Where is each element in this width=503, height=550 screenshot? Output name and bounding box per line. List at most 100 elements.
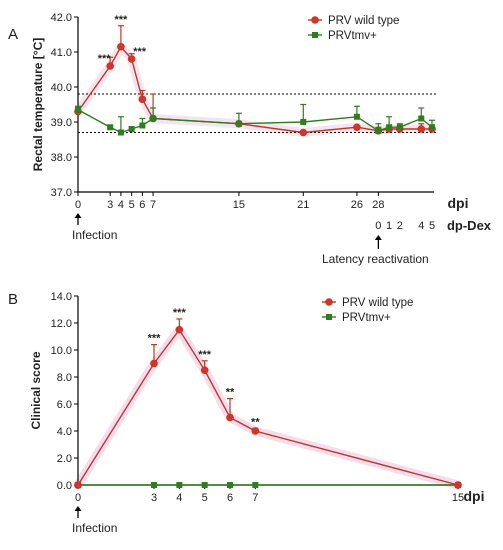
data-point bbox=[106, 62, 114, 70]
dex-tick-label: 1 bbox=[386, 220, 392, 232]
data-point bbox=[107, 124, 114, 131]
data-point bbox=[417, 125, 426, 133]
legend-label: PRV wild type bbox=[328, 15, 399, 27]
data-point bbox=[128, 126, 135, 132]
panel-letter: A bbox=[8, 26, 18, 43]
x-tick-label: 21 bbox=[297, 199, 309, 211]
data-point bbox=[151, 482, 157, 488]
x-axis-label: dpi bbox=[448, 195, 469, 211]
data-point bbox=[375, 127, 382, 134]
x-tick-label: 0 bbox=[75, 492, 81, 504]
series-line bbox=[77, 328, 459, 486]
reactivation-label: Latency reactivation bbox=[322, 252, 429, 266]
x-tick-label: 4 bbox=[118, 199, 124, 211]
legend-item: PRVtmv+ bbox=[322, 312, 391, 324]
y-axis-label: Clinical score bbox=[29, 351, 43, 429]
data-point bbox=[201, 482, 208, 488]
data-point bbox=[74, 481, 82, 489]
x-tick-label: 6 bbox=[227, 492, 233, 504]
y-tick-label: 2.0 bbox=[57, 453, 72, 465]
data-point bbox=[138, 95, 147, 104]
legend-item: PRV wild type bbox=[308, 15, 399, 27]
y-tick-label: 6.0 bbox=[57, 399, 72, 411]
y-tick-label: 8.0 bbox=[57, 372, 72, 384]
x-tick-label: 3 bbox=[107, 199, 113, 211]
panel-letter: B bbox=[8, 291, 18, 308]
y-tick-label: 39.0 bbox=[51, 117, 72, 129]
data-point bbox=[227, 482, 233, 488]
legend-label: PRV wild type bbox=[342, 297, 413, 309]
legend-marker bbox=[312, 32, 318, 38]
dex-axis-label: dp-Dex bbox=[447, 218, 492, 233]
x-tick-label: 15 bbox=[452, 492, 464, 504]
x-tick-label: 7 bbox=[150, 199, 156, 211]
significance-label: *** bbox=[98, 53, 112, 65]
x-axis-label: dpi bbox=[464, 488, 485, 504]
y-tick-label: 40.0 bbox=[51, 82, 72, 94]
y-tick-label: 41.0 bbox=[51, 47, 72, 59]
data-point bbox=[176, 482, 183, 488]
x-tick-label: 7 bbox=[252, 492, 258, 504]
series-wild-type: ************* bbox=[74, 307, 462, 489]
data-point bbox=[150, 359, 158, 368]
significance-label: *** bbox=[198, 349, 212, 361]
x-tick-label: 3 bbox=[151, 492, 157, 504]
significance-label: ** bbox=[251, 416, 260, 428]
dex-tick-label: 0 bbox=[375, 220, 381, 232]
data-point bbox=[175, 325, 184, 334]
y-tick-label: 42.0 bbox=[51, 12, 72, 24]
significance-label: *** bbox=[133, 46, 147, 58]
data-point bbox=[75, 106, 81, 113]
data-point bbox=[226, 413, 234, 422]
data-point bbox=[300, 119, 307, 125]
legend-label: PRVtmv+ bbox=[328, 30, 377, 42]
data-point bbox=[150, 115, 157, 122]
legend-label: PRVtmv+ bbox=[342, 312, 391, 324]
data-point bbox=[252, 482, 259, 488]
data-point bbox=[127, 55, 136, 63]
x-tick-label: 6 bbox=[139, 199, 145, 211]
infection-arrow-head bbox=[74, 213, 82, 218]
infection-arrow-head bbox=[74, 506, 82, 511]
data-point bbox=[454, 481, 462, 489]
data-point bbox=[418, 115, 425, 122]
legend-item: PRVtmv+ bbox=[308, 30, 377, 42]
y-tick-label: 12.0 bbox=[51, 318, 72, 330]
data-point bbox=[139, 122, 146, 129]
significance-label: *** bbox=[173, 307, 187, 319]
x-tick-label: 28 bbox=[372, 199, 384, 211]
x-tick-label: 5 bbox=[129, 199, 135, 211]
data-point bbox=[353, 113, 360, 120]
x-tick-label: 26 bbox=[351, 199, 363, 211]
data-point bbox=[117, 129, 124, 136]
panel-a: A 37.0 38.0 39.0 40.0 41.0 42.0 Rectal temperat… bbox=[8, 12, 492, 266]
y-tick-label: 37.0 bbox=[51, 187, 72, 199]
data-point bbox=[117, 42, 125, 51]
data-point bbox=[235, 120, 242, 127]
x-tick-label: 15 bbox=[233, 199, 245, 211]
y-tick-label: 14.0 bbox=[51, 291, 72, 303]
infection-label: Infection bbox=[72, 228, 117, 242]
legend-marker bbox=[326, 314, 332, 320]
dex-tick-label: 2 bbox=[397, 220, 403, 232]
significance-label: ** bbox=[226, 387, 235, 399]
legend-marker bbox=[325, 298, 333, 306]
significance-label: *** bbox=[148, 333, 162, 345]
data-point bbox=[353, 123, 361, 132]
data-point bbox=[386, 124, 393, 131]
dex-tick-label: 5 bbox=[429, 220, 435, 232]
y-tick-label: 10.0 bbox=[51, 345, 72, 357]
y-tick-label: 38.0 bbox=[51, 152, 72, 164]
y-tick-label: 0.0 bbox=[57, 480, 72, 492]
x-tick-label: 4 bbox=[176, 492, 182, 504]
y-axis-label: Rectal temperature [°C] bbox=[31, 38, 45, 172]
data-point bbox=[200, 366, 209, 375]
reactivation-arrow-head bbox=[374, 235, 382, 240]
legend-item: PRV wild type bbox=[322, 297, 413, 309]
x-tick-label: 5 bbox=[202, 492, 208, 504]
legend-marker bbox=[311, 16, 319, 24]
panel-b: B 0.0 2.0 4.0 6.0 8.0 10.0 12.0 14.0 Clinical sco… bbox=[8, 291, 485, 535]
data-point bbox=[396, 124, 403, 131]
series-wild-type: *** *** *** bbox=[74, 14, 436, 137]
